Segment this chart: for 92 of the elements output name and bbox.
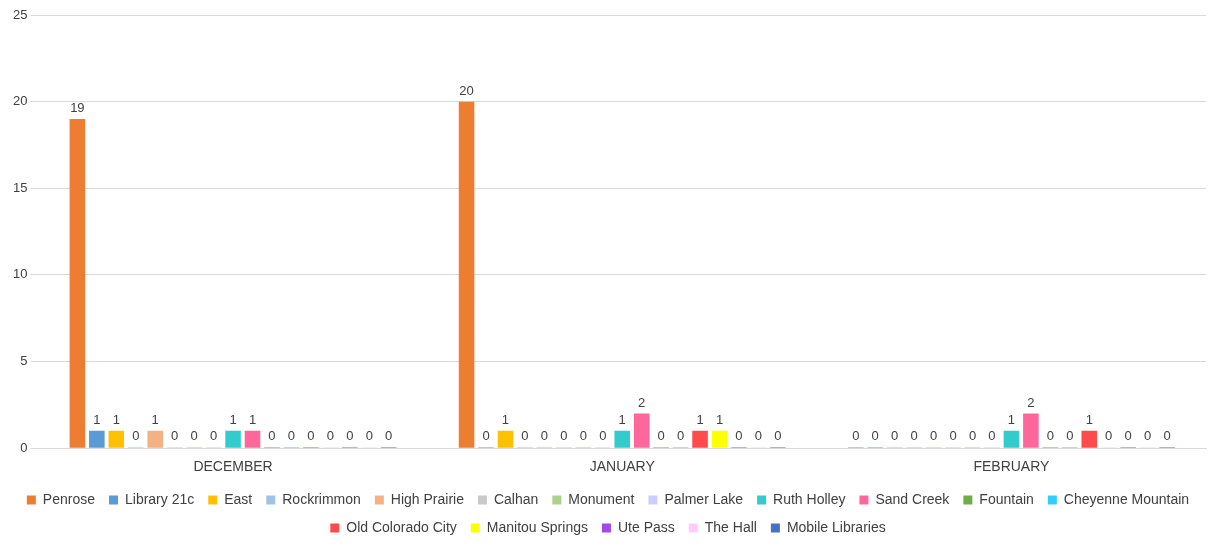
data-label: 1 [93,411,101,427]
legend-label: Library 21c [124,490,195,507]
data-label: 0 [268,428,276,444]
y-tick-label: 10 [12,266,28,282]
data-label: 0 [287,428,296,444]
data-label: 1 [618,411,626,427]
data-label: 0 [599,428,607,444]
legend-label: Ute Pass [617,518,675,535]
data-label: 0 [385,428,393,444]
y-tick-label: 15 [12,179,28,195]
x-tick-label: FEBRUARY [973,458,1051,475]
bar [108,430,125,448]
data-label: 0 [365,428,373,444]
y-tick-label: 5 [20,353,28,369]
bar [711,430,728,448]
data-label: 0 [190,428,198,444]
bar [692,430,708,448]
legend-label: Calhan [493,490,539,507]
data-label: 0 [754,428,763,444]
x-tick-label: DECEMBER [193,458,273,475]
data-label: 0 [307,428,315,444]
data-label: 1 [696,411,704,427]
data-label: 0 [521,428,529,444]
data-label: 0 [871,428,879,444]
legend-label: Mobile Libraries [786,518,886,535]
data-label: 0 [968,428,977,444]
data-label: 0 [929,428,938,444]
legend-label: High Prairie [390,490,465,507]
data-label: 1 [151,411,159,427]
data-label: 0 [1144,428,1152,444]
bar [147,430,163,448]
data-label: 0 [579,428,587,444]
data-label: 1 [1007,411,1016,427]
data-label: 0 [1066,428,1074,444]
bar [1081,430,1098,448]
bar [497,430,514,448]
bar [458,101,475,448]
data-label: 0 [1163,428,1171,444]
legend-label: Ruth Holley [773,490,846,507]
bar [69,118,86,448]
data-label: 0 [988,428,996,444]
data-label: 0 [346,428,354,444]
data-label: 1 [229,411,237,427]
legend-label: Penrose [42,490,96,507]
data-label: 0 [209,428,218,444]
data-label: 0 [949,428,957,444]
legend-label: Rockrimmon [282,490,361,507]
bar [244,430,261,448]
bar [633,413,650,448]
data-label: 0 [676,428,685,444]
data-label: 0 [482,428,490,444]
data-label: 0 [326,428,334,444]
legend-label: Old Colorado City [346,518,457,535]
data-label: 19 [70,100,85,116]
legend-label: The Hall [704,518,757,535]
y-tick-label: 0 [20,439,28,455]
bar [89,430,105,448]
legend-label: Fountain [979,490,1034,507]
bar [225,430,241,448]
data-label: 0 [1124,428,1132,444]
data-label: 2 [1027,394,1035,410]
y-tick-label: 20 [12,93,28,109]
legend-label: Monument [568,490,635,507]
bar [1023,413,1039,448]
data-label: 0 [540,428,549,444]
data-label: 0 [560,428,568,444]
data-label: 1 [501,411,510,427]
data-label: 0 [132,428,140,444]
x-tick-label: JANUARY [589,458,656,475]
data-label: 0 [657,428,665,444]
data-label: 0 [891,428,899,444]
data-label: 1 [112,411,120,427]
legend-label: Manitou Springs [486,518,588,535]
y-tick-label: 25 [12,6,28,22]
data-label: 0 [774,428,782,444]
data-label: 1 [1085,411,1093,427]
data-label: 0 [910,428,918,444]
data-label: 0 [735,428,743,444]
bar [614,430,631,448]
bar [1003,430,1020,448]
data-label: 2 [638,394,646,410]
data-label: 0 [171,428,179,444]
legend-label: Sand Creek [875,490,951,507]
data-label: 20 [459,82,474,98]
legend-label: Palmer Lake [664,490,744,507]
legend-label: Cheyenne Mountain [1063,490,1190,507]
data-label: 0 [1105,428,1113,444]
legend-label: East [224,490,253,507]
data-label: 1 [248,411,257,427]
data-label: 1 [715,411,724,427]
data-label: 0 [852,428,860,444]
data-label: 0 [1046,428,1054,444]
